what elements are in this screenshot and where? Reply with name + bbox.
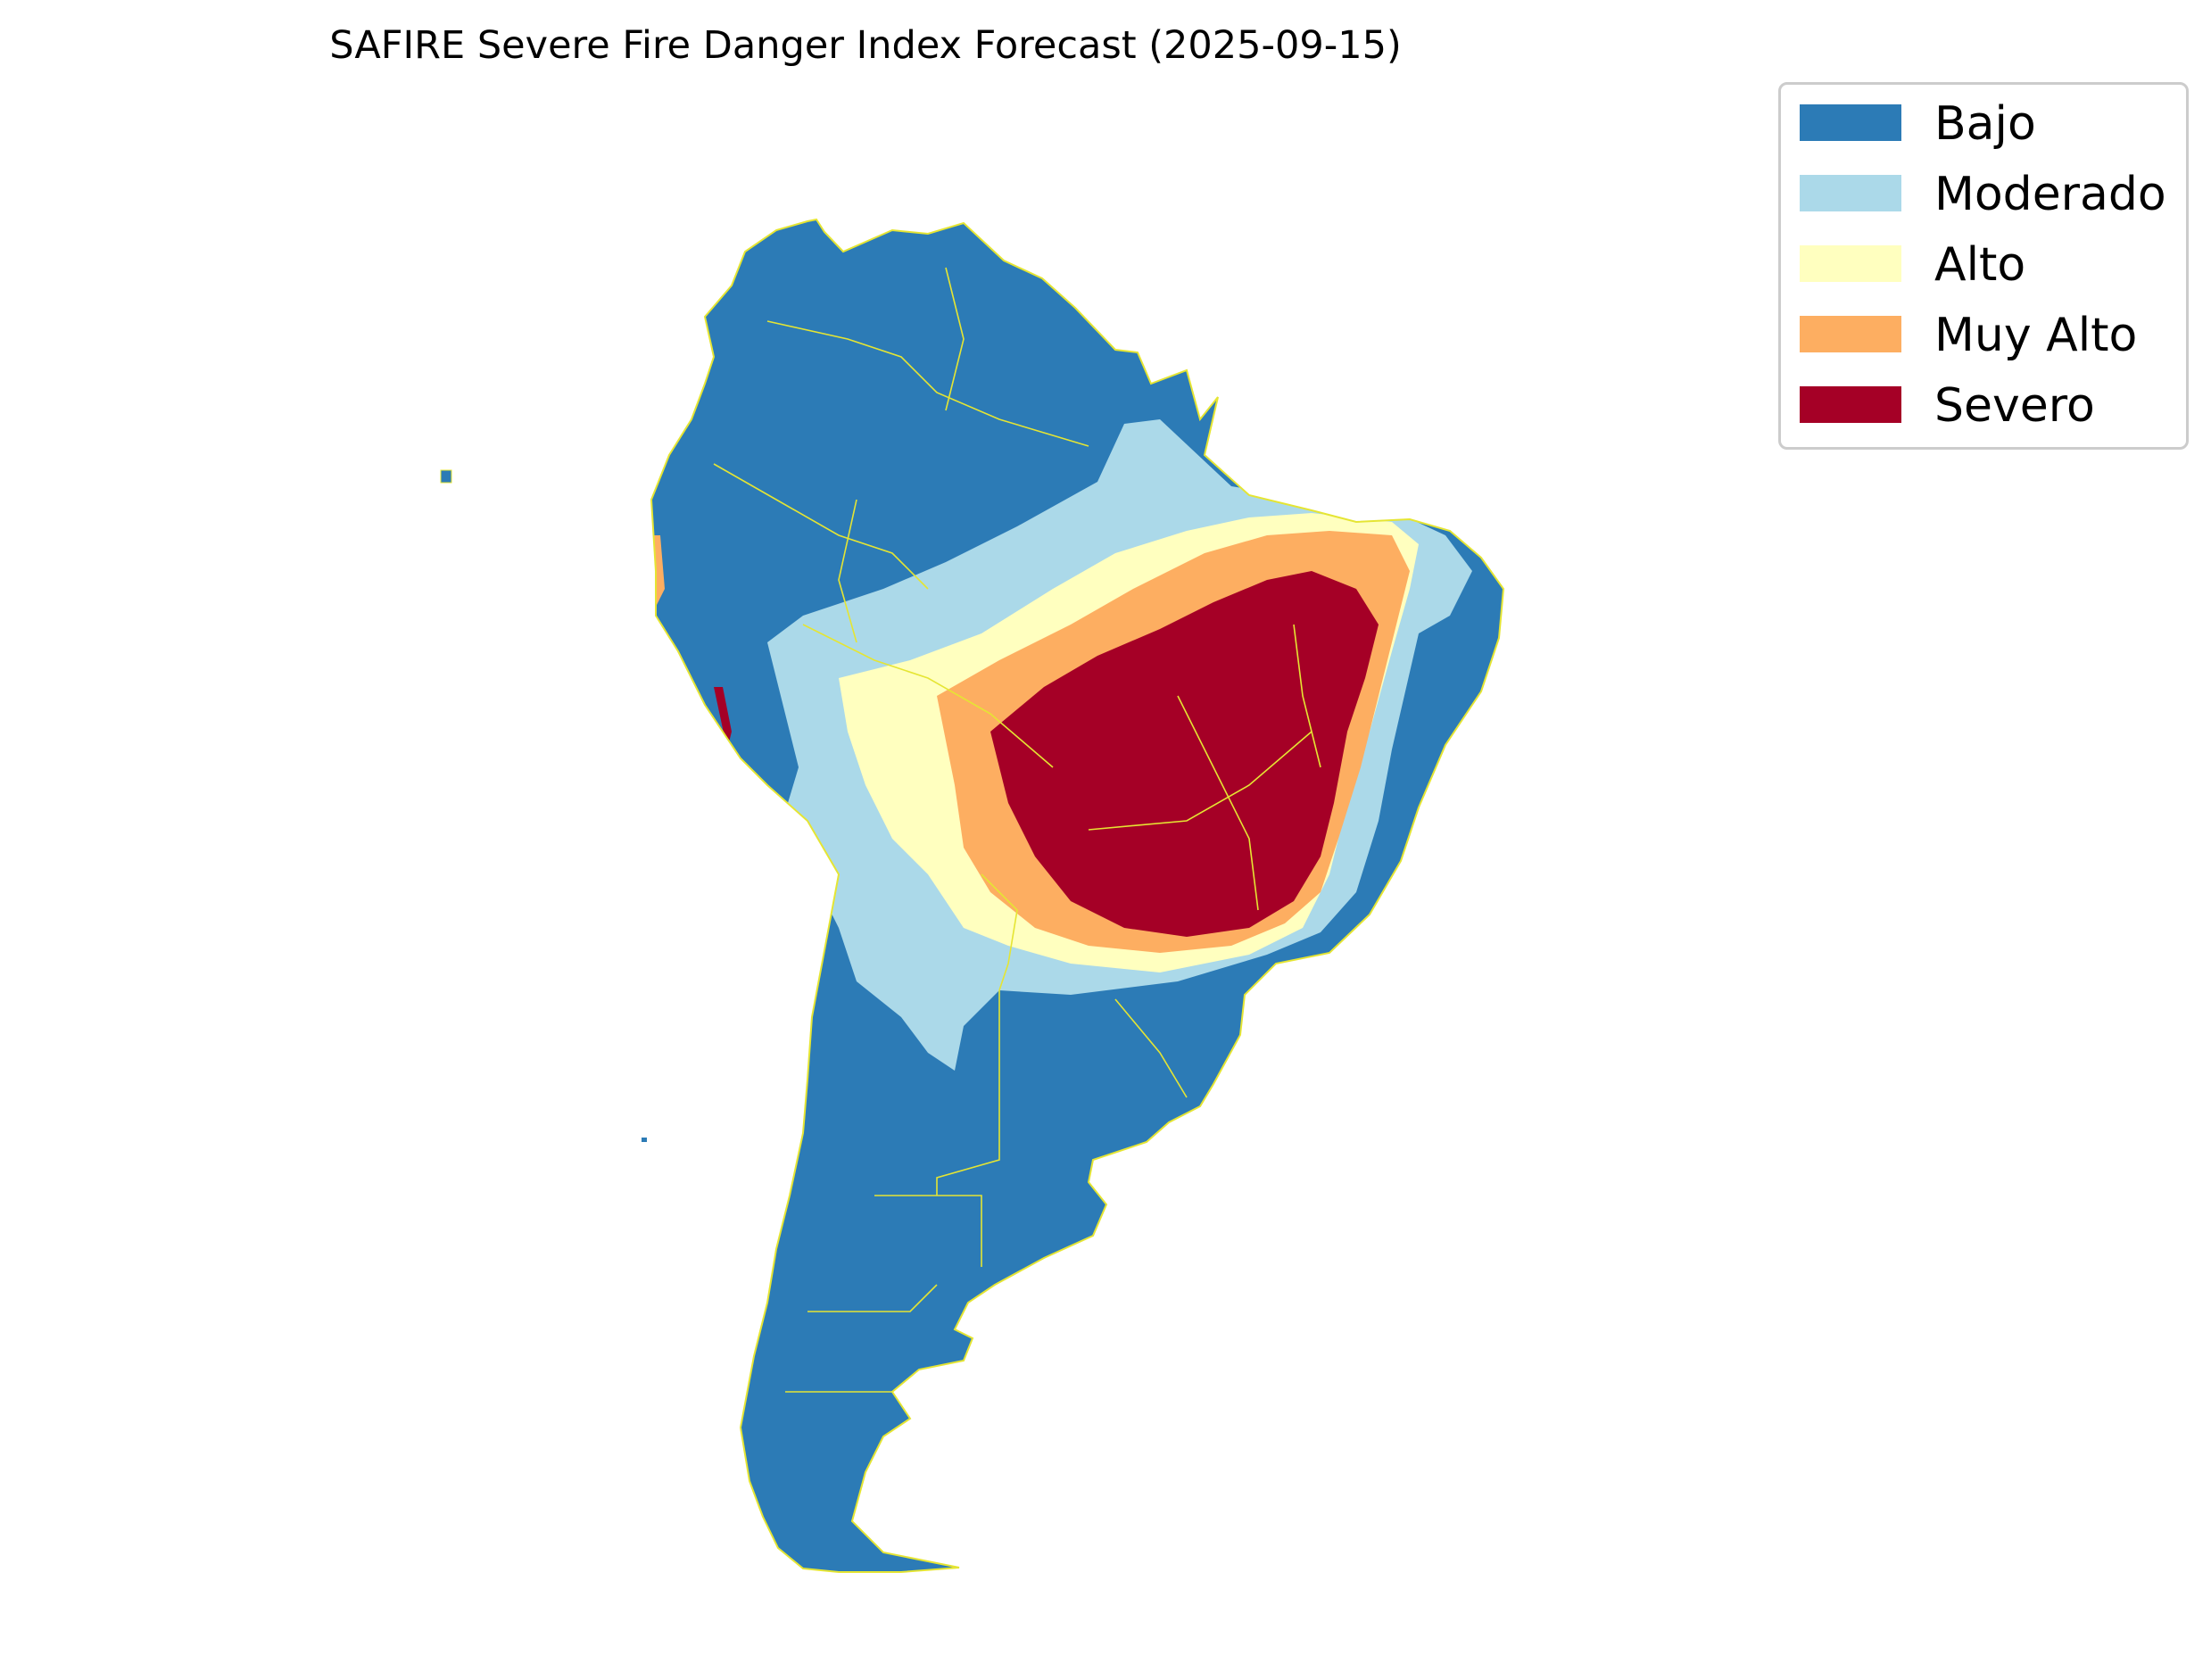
legend-swatch [1800, 175, 1901, 211]
danger-layer [651, 219, 1503, 1572]
border-line [1293, 624, 1321, 768]
border-line [1114, 998, 1188, 1098]
border-line [807, 1284, 938, 1312]
border-line [838, 499, 857, 643]
legend-swatch [1800, 386, 1901, 423]
border-line [713, 463, 929, 590]
legend-item-moderado: Moderado [1781, 168, 2186, 245]
legend-swatch [1800, 104, 1901, 141]
border-line [981, 873, 1018, 991]
border-line [874, 1195, 982, 1267]
zone-severo [990, 571, 1379, 937]
border-line [766, 320, 1089, 447]
chart-title: SAFIRE Severe Fire Danger Index Forecast… [329, 23, 1402, 68]
legend-item-bajo: Bajo [1781, 97, 2186, 175]
legend-item-alto: Alto [1781, 238, 2186, 316]
legend-item-severo: Severo [1781, 379, 2186, 457]
zone-severo-coast [714, 687, 732, 749]
juan-fernandez-island [642, 1138, 647, 1142]
legend-label: Severo [1934, 379, 2095, 433]
legend: Bajo Moderado Alto Muy Alto Severo [1778, 82, 2189, 450]
border-line [936, 990, 1000, 1196]
trinidad-island [968, 286, 973, 290]
legend-swatch [1800, 245, 1901, 282]
border-line [802, 624, 1054, 768]
border-line [1177, 695, 1259, 911]
legend-label: Alto [1934, 238, 2026, 292]
legend-label: Moderado [1934, 168, 2166, 221]
border-line [945, 267, 965, 411]
islands [440, 286, 973, 1142]
galapagos-islands [440, 469, 452, 484]
fire-danger-map [440, 219, 1504, 1573]
legend-item-muy-alto: Muy Alto [1781, 309, 2186, 386]
border-line [1088, 731, 1313, 831]
legend-label: Bajo [1934, 97, 2036, 151]
admin-borders [713, 267, 1321, 1393]
legend-swatch [1800, 316, 1901, 352]
legend-label: Muy Alto [1934, 309, 2138, 362]
